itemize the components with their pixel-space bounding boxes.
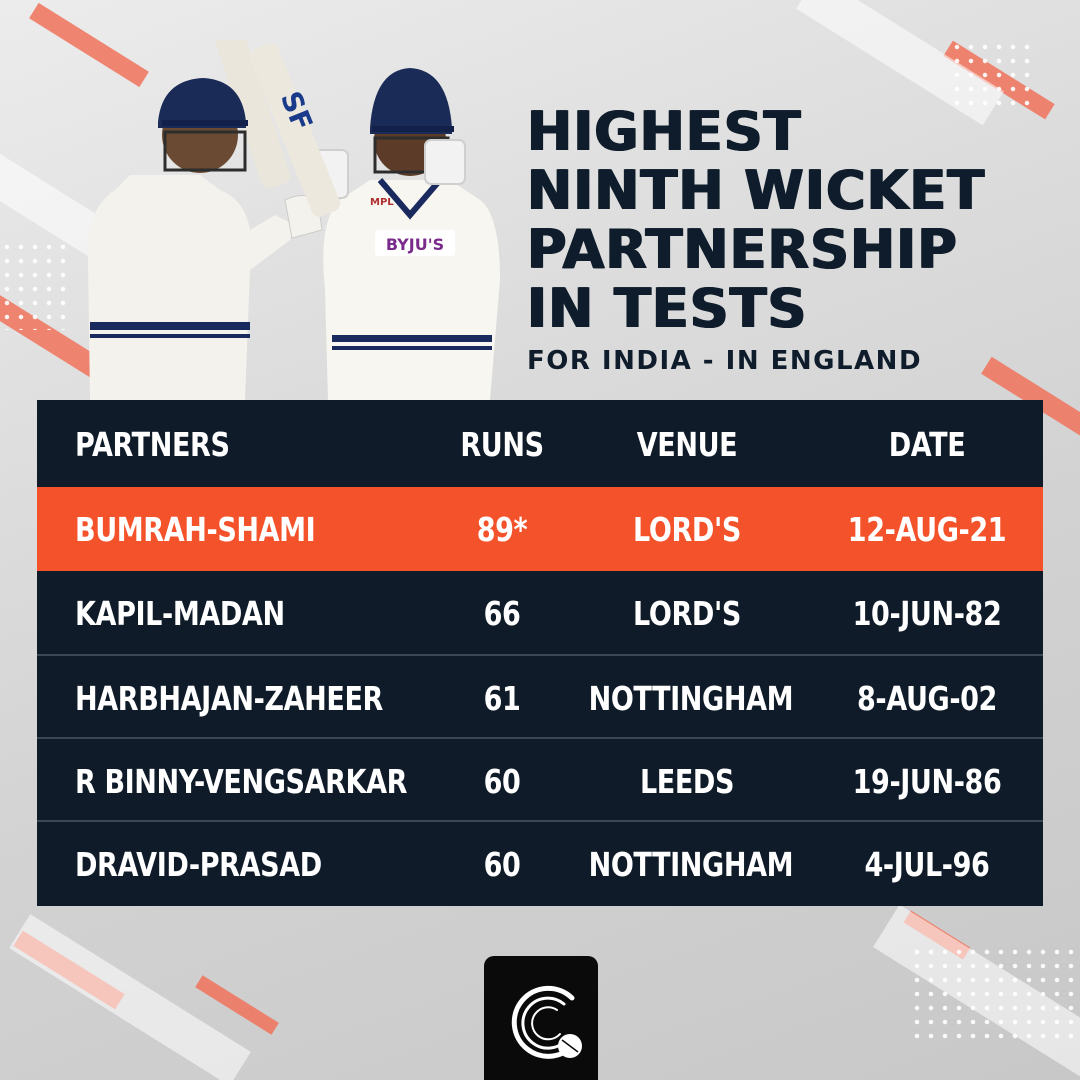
row-date: 4-JUL-96 bbox=[864, 844, 990, 884]
row-date: 19-JUN-86 bbox=[852, 761, 1002, 801]
table-row: R BINNY-VENGSARKAR 60 LEEDS 19-JUN-86 bbox=[37, 739, 1043, 823]
row-runs: 61 bbox=[483, 678, 521, 718]
row-runs: 60 bbox=[483, 761, 521, 801]
subtitle: FOR INDIA - IN ENGLAND bbox=[527, 346, 923, 376]
player-right: BYJU'S MPL SF bbox=[249, 43, 500, 400]
row-divider bbox=[37, 654, 1043, 656]
title-line: IN TESTS bbox=[527, 277, 808, 340]
row-divider bbox=[37, 737, 1043, 739]
players-photo: BYJU'S MPL SF bbox=[87, 40, 500, 400]
brand-logo bbox=[484, 956, 598, 1080]
table-row: HARBHAJAN-ZAHEER 61 NOTTINGHAM 8-AUG-02 bbox=[37, 656, 1043, 740]
row-venue: NOTTINGHAM bbox=[588, 678, 794, 718]
row-date: 12-AUG-21 bbox=[847, 509, 1007, 549]
row-partners: R BINNY-VENGSARKAR bbox=[75, 761, 408, 801]
table-header-row: PARTNERS RUNS VENUE DATE bbox=[37, 402, 1043, 486]
title-line: HIGHEST bbox=[527, 100, 802, 163]
row-partners: HARBHAJAN-ZAHEER bbox=[75, 678, 383, 718]
table-row: DRAVID-PRASAD 60 NOTTINGHAM 4-JUL-96 bbox=[37, 822, 1043, 906]
row-partners: DRAVID-PRASAD bbox=[75, 844, 322, 884]
row-runs: 89* bbox=[476, 509, 528, 549]
brand-logo-icon bbox=[511, 985, 582, 1059]
row-venue: NOTTINGHAM bbox=[588, 844, 794, 884]
bg-dots bbox=[950, 40, 1030, 110]
row-partners: BUMRAH-SHAMI bbox=[75, 509, 316, 549]
header-runs: RUNS bbox=[460, 424, 544, 464]
title-line: PARTNERSHIP bbox=[527, 218, 958, 281]
header-venue: VENUE bbox=[636, 424, 738, 464]
partnership-table: PARTNERS RUNS VENUE DATE BUMRAH-SHAMI 89… bbox=[37, 400, 1043, 906]
table-row-highlight: BUMRAH-SHAMI 89* LORD'S 12-AUG-21 bbox=[37, 487, 1043, 571]
table-row: KAPIL-MADAN 66 LORD'S 10-JUN-82 bbox=[37, 571, 1043, 655]
row-runs: 66 bbox=[483, 593, 521, 633]
row-date: 10-JUN-82 bbox=[852, 593, 1002, 633]
row-venue: LORD'S bbox=[633, 593, 741, 633]
title-line: NINTH WICKET bbox=[527, 159, 986, 222]
bg-dots bbox=[0, 240, 70, 330]
jersey-kit: MPL bbox=[370, 197, 394, 208]
row-partners: KAPIL-MADAN bbox=[75, 593, 285, 633]
header-partners: PARTNERS bbox=[75, 424, 230, 464]
player-left bbox=[87, 40, 323, 400]
row-divider bbox=[37, 820, 1043, 822]
bg-dots bbox=[910, 945, 1080, 1045]
title-block: HIGHEST NINTH WICKET PARTNERSHIP IN TEST… bbox=[527, 102, 1067, 376]
header-date: DATE bbox=[888, 424, 966, 464]
row-venue: LORD'S bbox=[633, 509, 741, 549]
row-runs: 60 bbox=[483, 844, 521, 884]
jersey-sponsor: BYJU'S bbox=[386, 235, 444, 254]
row-venue: LEEDS bbox=[639, 761, 735, 801]
row-date: 8-AUG-02 bbox=[857, 678, 997, 718]
